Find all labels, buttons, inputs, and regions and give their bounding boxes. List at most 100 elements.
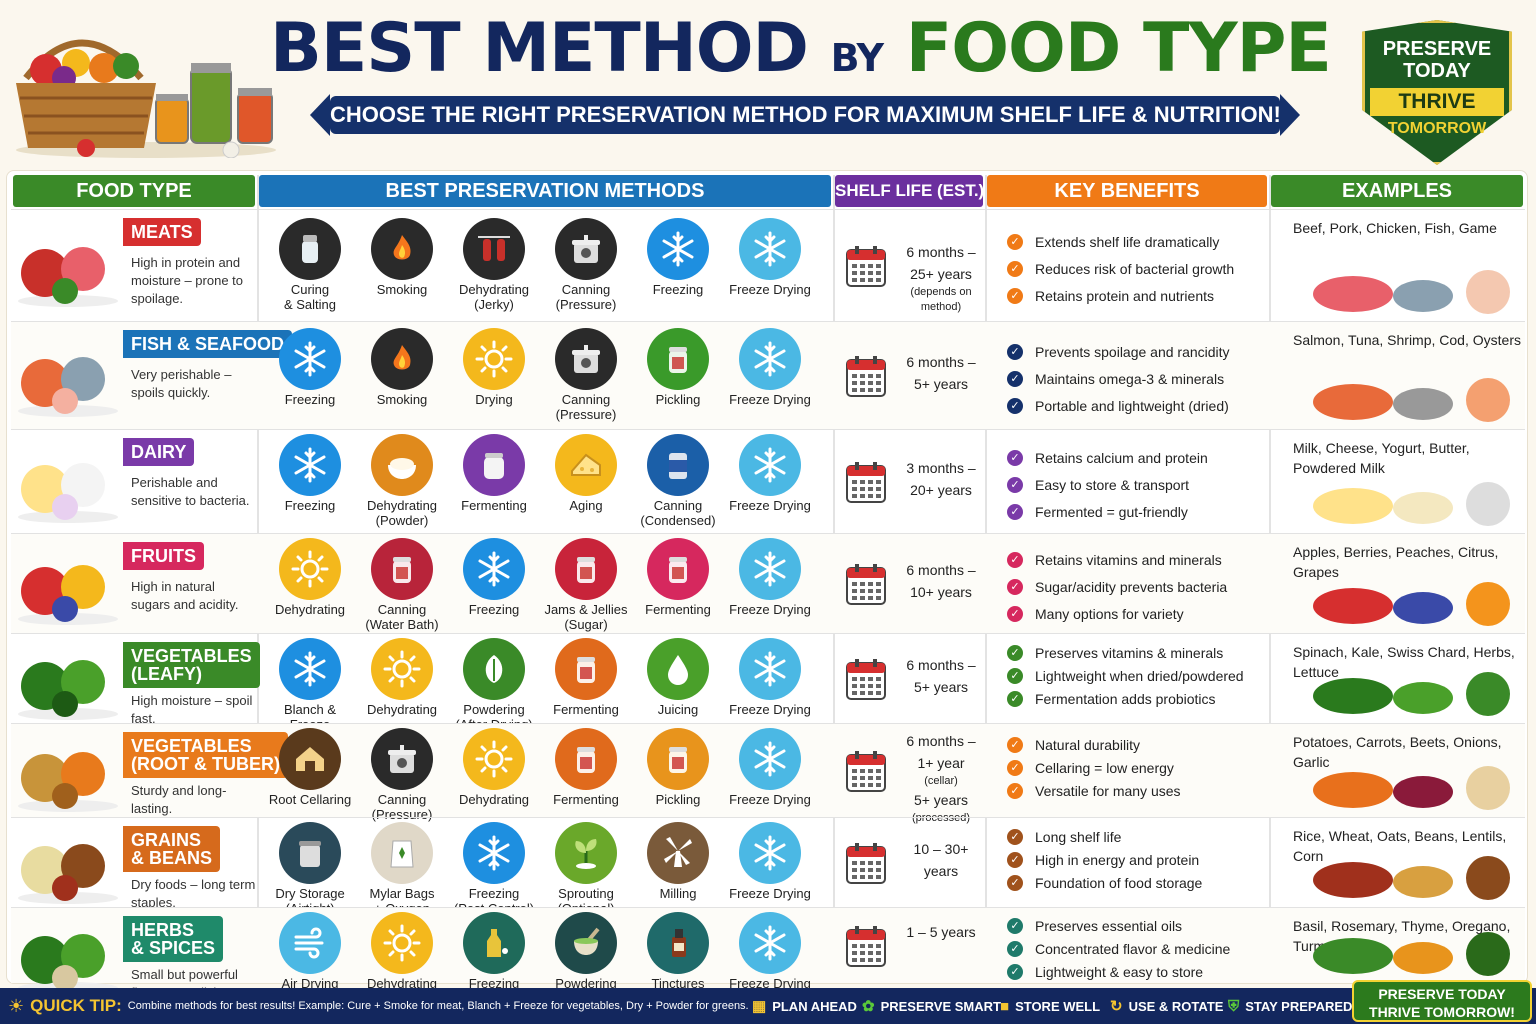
calendar-icon: ▦ — [752, 998, 767, 1015]
food-type-label: FRUITS — [123, 542, 204, 570]
footer-item-use-rotate: ↻ USE & ROTATE — [1110, 998, 1224, 1015]
examples-illustration — [1293, 920, 1523, 985]
shelf-life-value: 20+ years — [910, 482, 972, 498]
shelf-life: 6 months – 10+ years — [895, 559, 987, 603]
footer-item-store-well: ■ STORE WELL — [1000, 997, 1101, 1015]
food-type-name: GRAINS — [131, 830, 202, 850]
footer-item-preserve-smart: ✿ PRESERVE SMART — [862, 998, 1001, 1015]
method-name: Canning — [653, 498, 703, 513]
benefit-text: Foundation of food storage — [1035, 874, 1203, 891]
shelf-life-value: 10+ years — [910, 584, 972, 600]
shelf-life-value: 10 – 30+ years — [913, 841, 969, 879]
method-name: Canning — [377, 792, 427, 807]
method-item: Blanch & Freeze — [265, 638, 355, 732]
method-label: Canning (Water Bath) — [357, 602, 447, 632]
food-type-description: Very perishable – spoils quickly. — [131, 367, 232, 400]
yogurt-jar-icon — [463, 434, 525, 496]
method-item: Smoking — [357, 328, 447, 407]
method-item: Dehydrating — [449, 728, 539, 807]
benefit-item: ✓ Foundation of food storage — [1007, 871, 1277, 894]
shelf-life: 1 – 5 years — [895, 921, 987, 943]
benefit-text: Cellaring = low energy — [1035, 759, 1174, 776]
method-item: Fermenting — [541, 638, 631, 717]
method-name: Canning — [561, 392, 611, 407]
method-item: Freezing — [265, 434, 355, 513]
method-item: Juicing — [633, 638, 723, 717]
benefit-text: Prevents spoilage and rancidity — [1035, 343, 1230, 360]
benefits-list: ✓ Long shelf life ✓ High in energy and prot… — [1007, 825, 1277, 894]
food-type-name: FRUITS — [131, 546, 196, 566]
snowflake-icon — [739, 728, 801, 790]
benefit-text: Concentrated flavor & medicine — [1035, 940, 1231, 957]
benefit-text: Many options for variety — [1035, 605, 1184, 622]
shelf-life-note: (cellar) — [924, 775, 958, 787]
shelf-life-value: 6 months – — [906, 733, 976, 749]
examples-text: Beef, Pork, Chicken, Fish, Game — [1293, 220, 1497, 236]
method-name: Freezing — [284, 392, 336, 407]
method-item: Freeze Drying — [725, 434, 815, 513]
method-item: Smoking — [357, 218, 447, 297]
method-name: Root Cellaring — [268, 792, 352, 807]
food-type-description: High in natural sugars and acidity. — [131, 579, 239, 612]
wind-icon — [279, 912, 341, 974]
examples-illustration — [1293, 258, 1523, 323]
check-icon: ✓ — [1007, 578, 1023, 595]
shelf-life-value: 5+ years — [913, 792, 969, 808]
method-item: Dry Storage(Airtight) — [265, 822, 355, 916]
benefit-text: High in energy and protein — [1035, 851, 1200, 868]
check-icon: ✓ — [1007, 260, 1023, 277]
method-name: Canning — [561, 282, 611, 297]
method-label: Milling — [633, 886, 723, 901]
method-name: Freeze Drying — [729, 976, 811, 991]
method-label: Fermenting — [449, 498, 539, 513]
benefits-list: ✓ Retains calcium and protein ✓ Easy to sto… — [1007, 444, 1277, 525]
method-label: Freezing — [449, 602, 539, 617]
mortar-icon — [555, 912, 617, 974]
food-type-subname: & BEANS — [131, 848, 213, 868]
method-name: Dehydrating — [458, 792, 530, 807]
method-label: Dehydrating — [265, 602, 355, 617]
snowflake-icon — [739, 912, 801, 974]
leaf-icon: ✿ — [862, 998, 875, 1015]
method-item: Drying — [449, 328, 539, 407]
column-header-benefits: KEY BENEFITS — [987, 175, 1267, 207]
method-name: Dehydrating — [366, 976, 438, 991]
sun-icon — [371, 912, 433, 974]
method-item: Fermenting — [449, 434, 539, 513]
food-thumbnail — [13, 726, 123, 821]
method-name: Freeze Drying — [729, 392, 811, 407]
footer-bar: ☀ QUICK TIP: Combine methods for best res… — [0, 980, 1536, 1024]
benefit-text: Retains calcium and protein — [1035, 449, 1208, 466]
method-name: Powdering — [555, 976, 617, 991]
method-qualifier: (Pressure) — [371, 807, 433, 822]
method-label: Jams & Jellies (Sugar) — [541, 602, 631, 632]
check-icon: ✓ — [1007, 503, 1023, 520]
method-label: Fermenting — [633, 602, 723, 617]
food-type-label: HERBS & SPICES — [123, 916, 224, 962]
method-item: Curing & Salting — [265, 218, 355, 312]
method-name: Freezing — [468, 602, 520, 617]
benefit-text: Long shelf life — [1035, 828, 1122, 845]
method-label: Dehydrating — [357, 702, 447, 717]
method-name: Milling — [659, 886, 697, 901]
food-thumbnail — [13, 221, 123, 316]
method-name: Fermenting — [553, 792, 619, 807]
oil-bottle-icon — [463, 912, 525, 974]
pickle-jar-icon — [647, 728, 709, 790]
method-name: Dry Storage — [275, 886, 345, 901]
method-item: Aging — [541, 434, 631, 513]
benefit-item: ✓ Easy to store & transport — [1007, 471, 1277, 498]
fire-icon — [371, 218, 433, 280]
benefit-item: ✓ Concentrated flavor & medicine — [1007, 937, 1277, 960]
method-item: Pickling — [633, 328, 723, 407]
examples-text: Spinach, Kale, Swiss Chard, Herbs, Lettu… — [1293, 644, 1515, 680]
method-label: Freezing — [265, 498, 355, 513]
method-item: Canning (Pressure) — [541, 328, 631, 422]
method-label: Air Drying — [265, 976, 355, 991]
method-item: Air Drying — [265, 912, 355, 991]
benefit-item: ✓ Preserves vitamins & minerals — [1007, 641, 1277, 664]
method-label: Fermenting — [541, 702, 631, 717]
shelf-life-value: 6 months – — [906, 354, 976, 370]
method-label: Juicing — [633, 702, 723, 717]
check-icon: ✓ — [1007, 874, 1023, 891]
